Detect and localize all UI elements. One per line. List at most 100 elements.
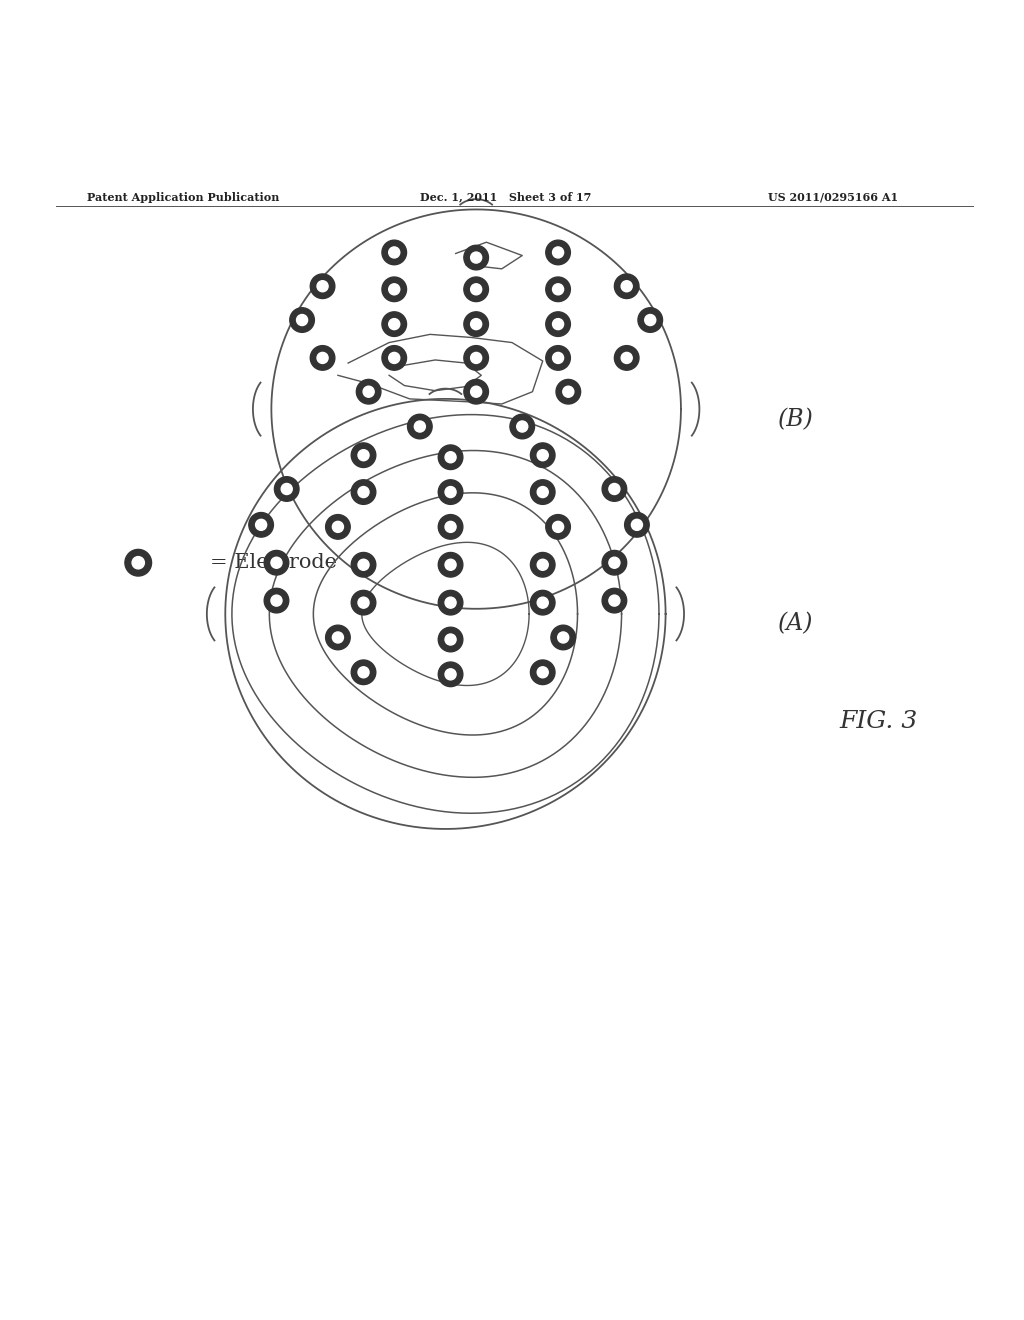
- Circle shape: [351, 479, 376, 504]
- Circle shape: [645, 314, 655, 326]
- Circle shape: [415, 421, 425, 432]
- Text: US 2011/0295166 A1: US 2011/0295166 A1: [768, 191, 898, 203]
- Circle shape: [530, 590, 555, 615]
- Circle shape: [471, 387, 481, 397]
- Circle shape: [530, 553, 555, 577]
- Circle shape: [445, 560, 456, 570]
- Circle shape: [517, 421, 527, 432]
- Circle shape: [317, 281, 328, 292]
- Circle shape: [132, 557, 144, 569]
- Text: Patent Application Publication: Patent Application Publication: [87, 191, 280, 203]
- Circle shape: [382, 312, 407, 337]
- Circle shape: [445, 451, 456, 463]
- Circle shape: [382, 277, 407, 301]
- Circle shape: [546, 346, 570, 370]
- Circle shape: [471, 252, 481, 263]
- Circle shape: [538, 487, 548, 498]
- Circle shape: [464, 277, 488, 301]
- Text: = Electrode: = Electrode: [210, 553, 337, 573]
- Circle shape: [510, 414, 535, 438]
- Text: FIG. 3: FIG. 3: [840, 710, 918, 733]
- Circle shape: [614, 346, 639, 370]
- Circle shape: [538, 667, 548, 677]
- Circle shape: [445, 521, 456, 532]
- Circle shape: [609, 595, 620, 606]
- Circle shape: [563, 387, 573, 397]
- Circle shape: [614, 275, 639, 298]
- Circle shape: [602, 589, 627, 612]
- Circle shape: [358, 450, 369, 461]
- Circle shape: [351, 553, 376, 577]
- Circle shape: [271, 557, 282, 568]
- Circle shape: [546, 515, 570, 539]
- Circle shape: [609, 483, 620, 495]
- Text: (B): (B): [778, 408, 814, 430]
- Circle shape: [546, 277, 570, 301]
- Circle shape: [464, 379, 488, 404]
- Circle shape: [438, 515, 463, 539]
- Circle shape: [471, 318, 481, 330]
- Circle shape: [445, 487, 456, 498]
- Circle shape: [538, 597, 548, 609]
- Circle shape: [290, 308, 314, 333]
- Circle shape: [125, 549, 152, 576]
- Circle shape: [638, 308, 663, 333]
- Circle shape: [471, 284, 481, 294]
- Circle shape: [382, 346, 407, 370]
- Circle shape: [438, 627, 463, 652]
- Circle shape: [438, 479, 463, 504]
- Circle shape: [356, 379, 381, 404]
- Circle shape: [602, 550, 627, 576]
- Circle shape: [364, 387, 374, 397]
- Circle shape: [264, 589, 289, 612]
- Circle shape: [358, 560, 369, 570]
- Circle shape: [464, 312, 488, 337]
- Circle shape: [333, 521, 343, 532]
- Circle shape: [546, 312, 570, 337]
- Circle shape: [546, 240, 570, 265]
- Circle shape: [530, 479, 555, 504]
- Circle shape: [351, 590, 376, 615]
- Circle shape: [530, 444, 555, 467]
- Text: (A): (A): [778, 612, 814, 636]
- Circle shape: [464, 246, 488, 269]
- Circle shape: [358, 667, 369, 677]
- Circle shape: [256, 519, 266, 531]
- Circle shape: [310, 275, 335, 298]
- Circle shape: [408, 414, 432, 438]
- Circle shape: [553, 318, 563, 330]
- Circle shape: [438, 553, 463, 577]
- Circle shape: [445, 669, 456, 680]
- Circle shape: [553, 521, 563, 532]
- Circle shape: [632, 519, 642, 531]
- Text: Dec. 1, 2011   Sheet 3 of 17: Dec. 1, 2011 Sheet 3 of 17: [420, 191, 591, 203]
- Circle shape: [538, 450, 548, 461]
- Circle shape: [445, 597, 456, 609]
- Circle shape: [551, 626, 575, 649]
- Circle shape: [389, 247, 399, 257]
- Circle shape: [558, 632, 568, 643]
- Circle shape: [438, 445, 463, 470]
- Circle shape: [310, 346, 335, 370]
- Circle shape: [317, 352, 328, 363]
- Circle shape: [271, 595, 282, 606]
- Circle shape: [471, 352, 481, 363]
- Circle shape: [389, 318, 399, 330]
- Circle shape: [326, 515, 350, 539]
- Circle shape: [282, 483, 292, 495]
- Circle shape: [333, 632, 343, 643]
- Circle shape: [622, 281, 632, 292]
- Circle shape: [358, 597, 369, 609]
- Circle shape: [445, 634, 456, 645]
- Circle shape: [625, 512, 649, 537]
- Circle shape: [464, 346, 488, 370]
- Circle shape: [530, 660, 555, 685]
- Circle shape: [622, 352, 632, 363]
- Circle shape: [351, 444, 376, 467]
- Circle shape: [438, 590, 463, 615]
- Circle shape: [602, 477, 627, 502]
- Circle shape: [438, 663, 463, 686]
- Circle shape: [351, 660, 376, 685]
- Circle shape: [609, 557, 620, 568]
- Circle shape: [538, 560, 548, 570]
